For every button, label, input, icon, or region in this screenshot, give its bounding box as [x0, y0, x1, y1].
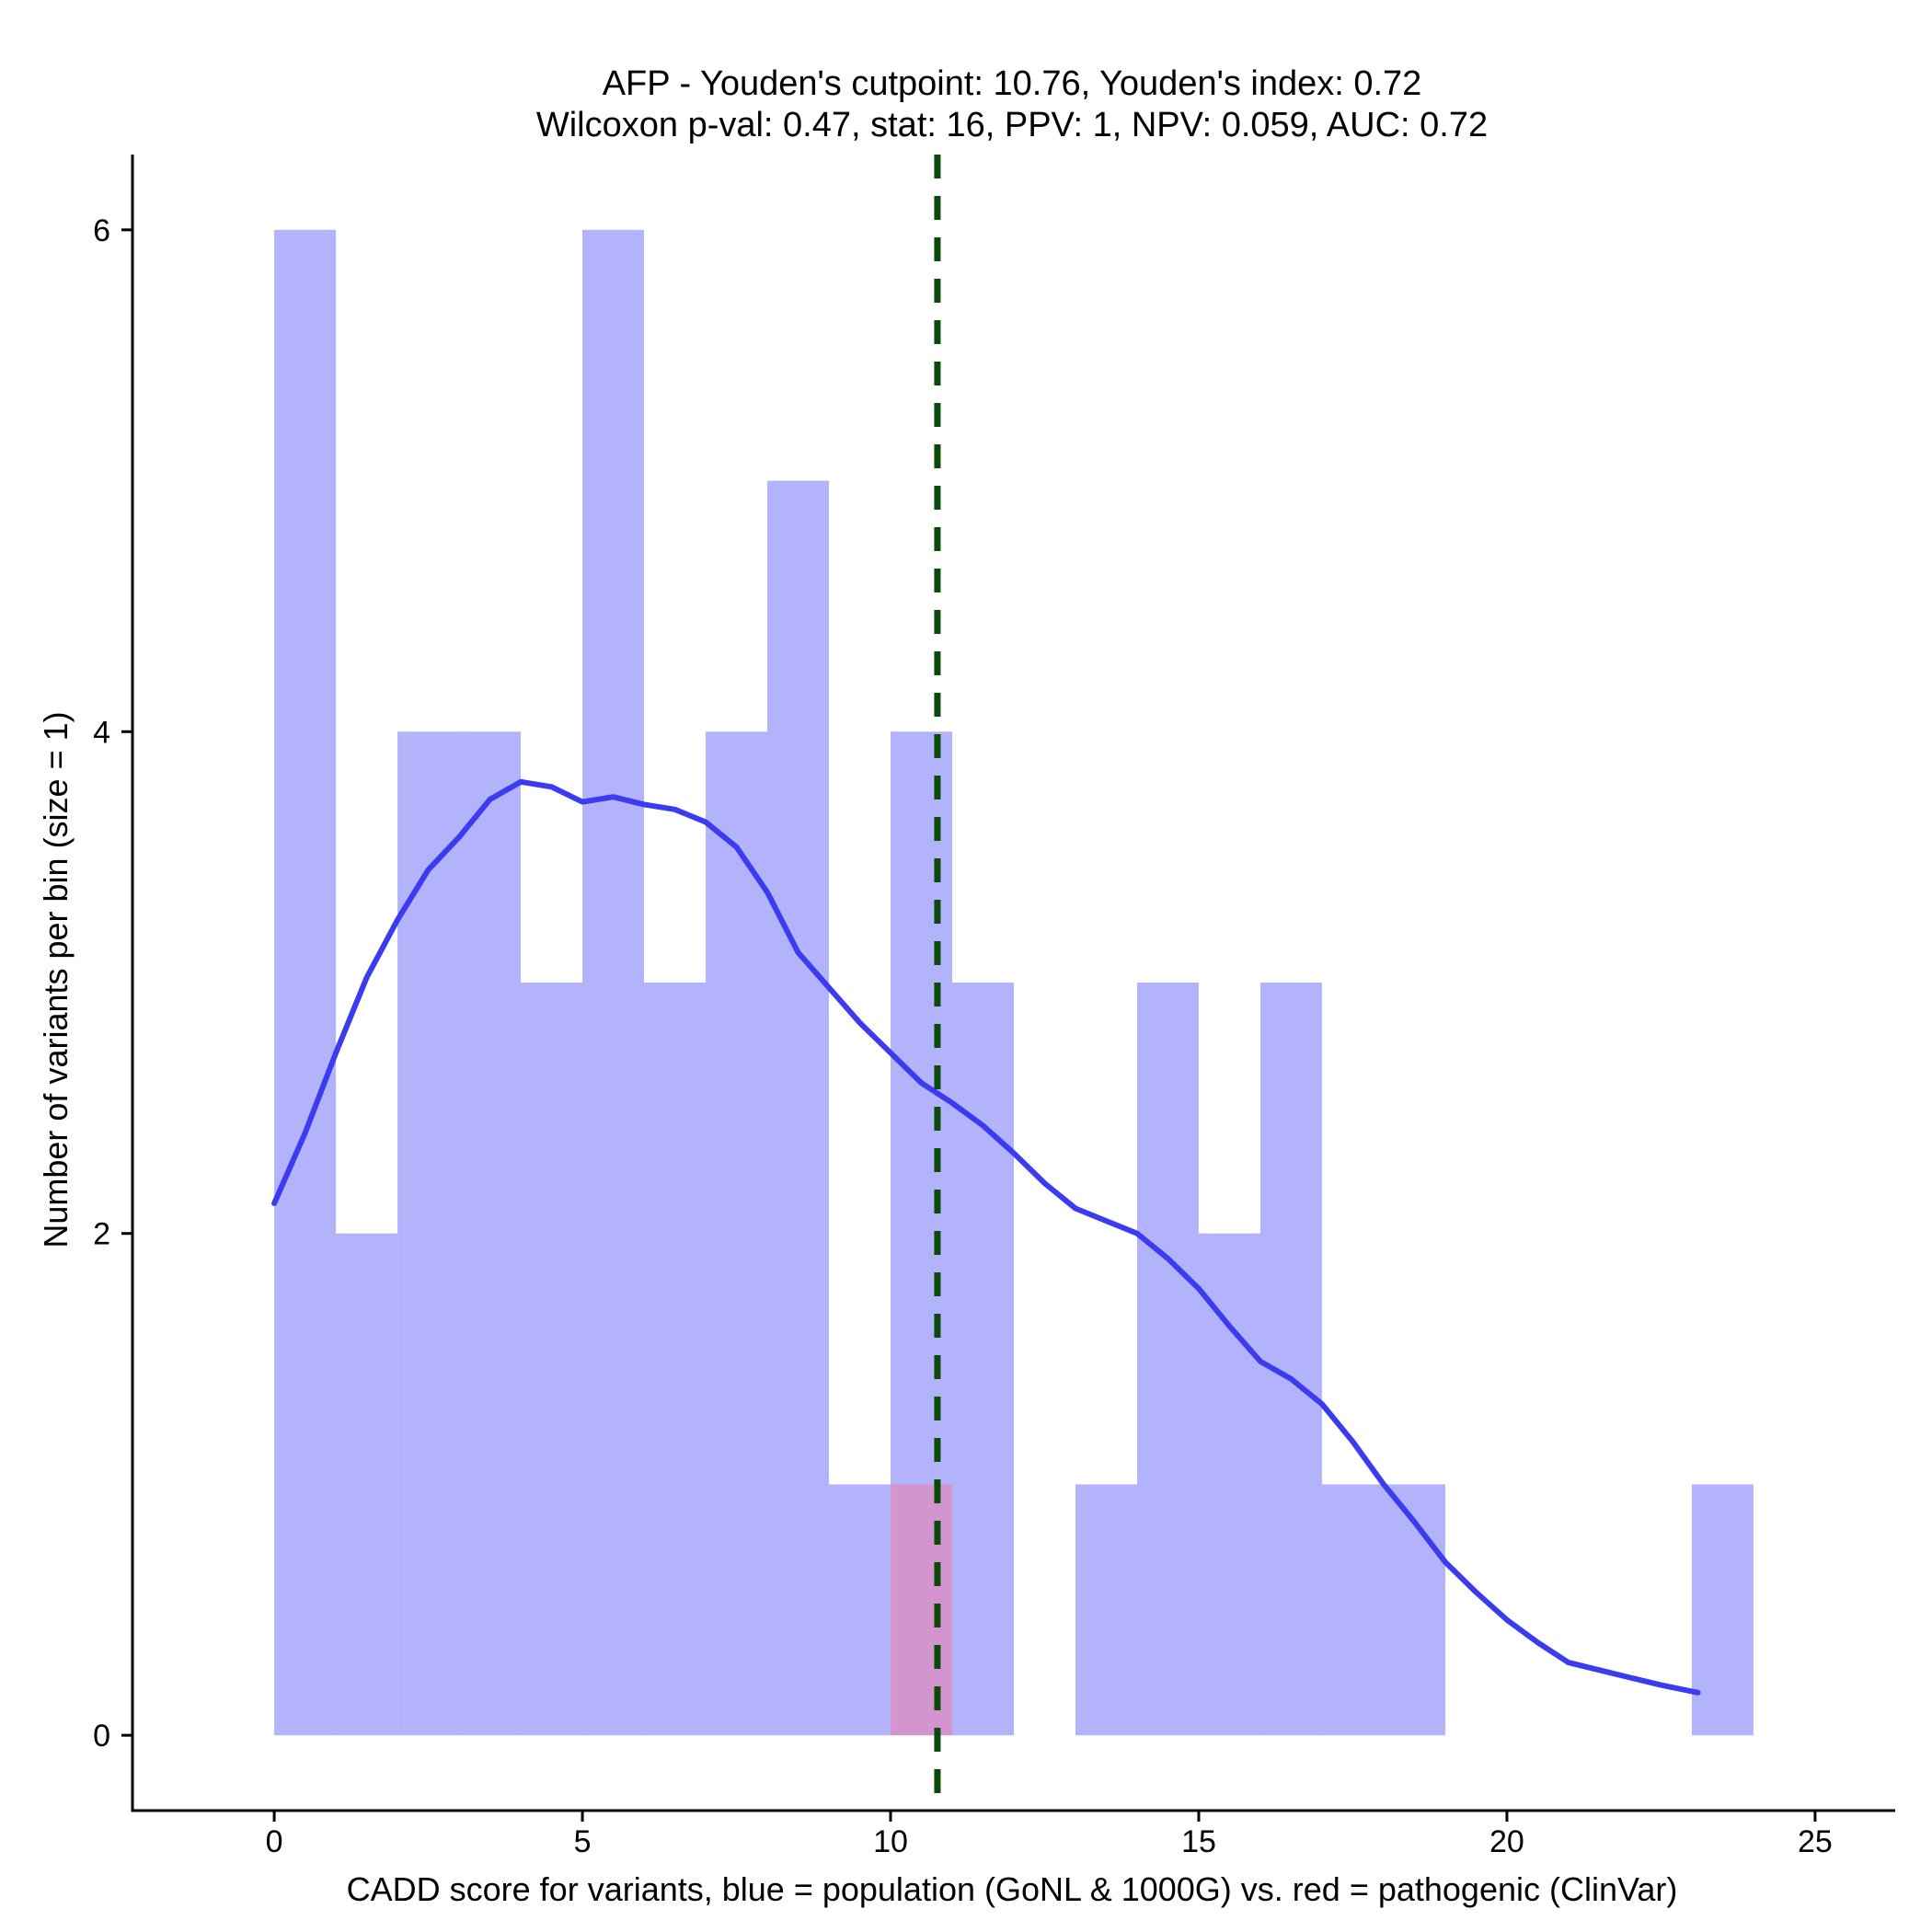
- density-curve-layer: [271, 778, 1701, 1696]
- bar-population-23: [1691, 1484, 1754, 1736]
- axes-layer: [131, 155, 1895, 1812]
- bar-population-16: [1259, 983, 1322, 1736]
- bars-layer: [274, 229, 1754, 1736]
- x-tick-label-0: 0: [266, 1824, 283, 1859]
- y-tick-label-4: 4: [93, 715, 110, 750]
- x-tick-label-15: 15: [1181, 1824, 1216, 1859]
- x-tick-label-5: 5: [574, 1824, 592, 1859]
- y-axis-label: Number of variants per bin (size = 1): [37, 711, 75, 1248]
- bar-population-1: [336, 1233, 398, 1736]
- bar-population-11: [952, 983, 1014, 1736]
- y-tick-label-6: 6: [93, 213, 110, 248]
- x-axis-label: CADD score for variants, blue = populati…: [347, 1870, 1678, 1908]
- ticks-layer: 0 5 10 15 20 25 0 2 4 6: [93, 213, 1833, 1859]
- density-curve: [271, 778, 1701, 1696]
- y-tick-label-2: 2: [93, 1217, 110, 1252]
- x-tick-label-10: 10: [873, 1824, 908, 1859]
- bar-population-9: [829, 1484, 891, 1736]
- chart-title-line1: AFP - Youden's cutpoint: 10.76, Youden's…: [603, 64, 1422, 103]
- bar-population-15: [1198, 1233, 1260, 1736]
- bar-population-3: [459, 731, 522, 1736]
- bar-population-0: [274, 229, 337, 1736]
- x-tick-label-20: 20: [1489, 1824, 1524, 1859]
- bar-pathogenic-10: [891, 1484, 953, 1736]
- bar-population-14: [1136, 983, 1199, 1736]
- bar-population-6: [644, 983, 707, 1736]
- x-tick-label-25: 25: [1798, 1824, 1833, 1859]
- bar-population-8: [767, 480, 830, 1736]
- bar-population-2: [397, 731, 460, 1736]
- bar-population-5: [582, 229, 645, 1736]
- bar-population-7: [706, 731, 768, 1736]
- chart-title-line2: Wilcoxon p-val: 0.47, stat: 16, PPV: 1, …: [536, 106, 1488, 144]
- bar-population-13: [1075, 1484, 1137, 1736]
- bar-population-4: [521, 983, 583, 1736]
- y-tick-label-0: 0: [93, 1719, 110, 1754]
- bar-population-17: [1321, 1484, 1384, 1736]
